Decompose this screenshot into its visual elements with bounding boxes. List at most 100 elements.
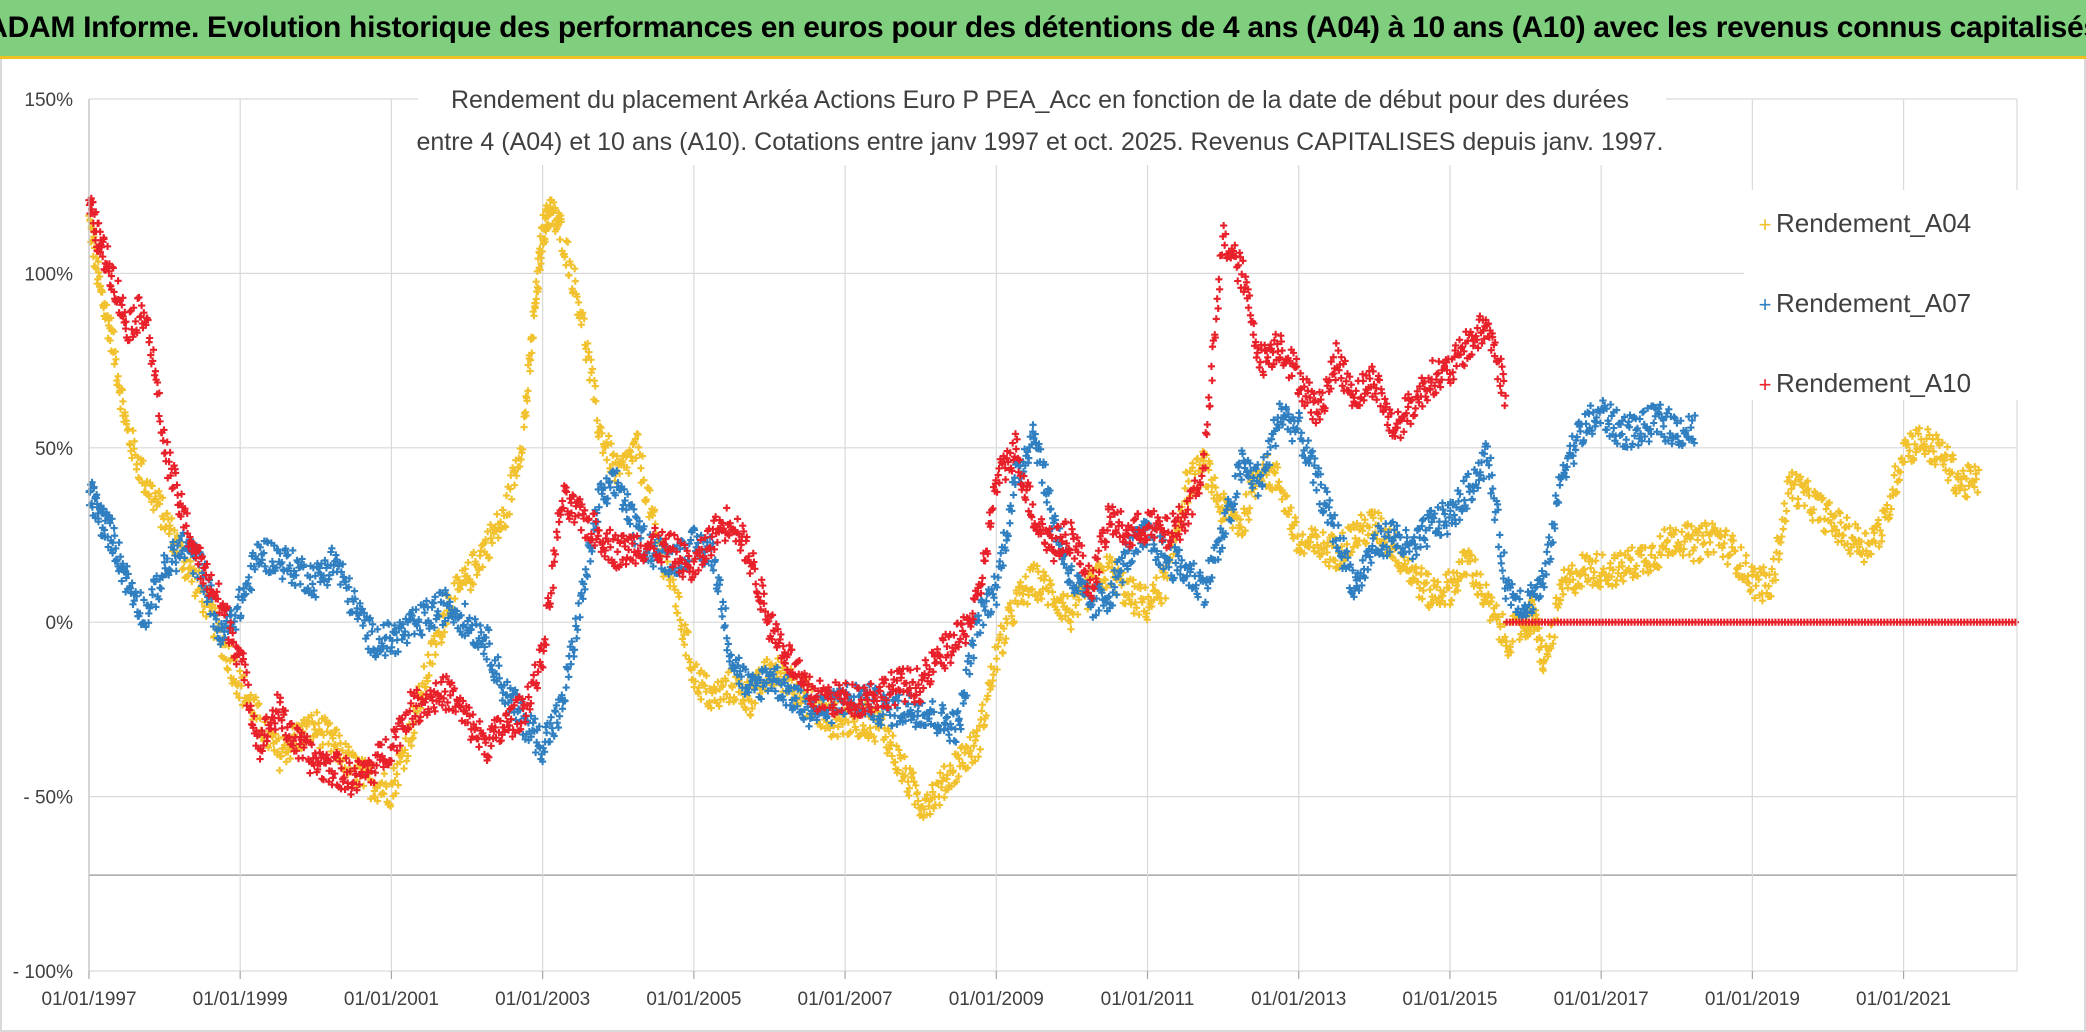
point-a07: [278, 575, 286, 583]
point-a04: [1288, 530, 1296, 539]
point-a04: [1063, 592, 1072, 600]
point-a04: [1189, 459, 1197, 467]
point-a04: [536, 266, 544, 274]
point-a04: [508, 495, 516, 503]
point-a04: [523, 397, 531, 405]
point-a04: [1149, 581, 1157, 589]
point-a04: [686, 658, 694, 666]
point-a07: [1047, 505, 1055, 513]
point-a04: [573, 293, 581, 301]
point-a04: [580, 315, 588, 323]
point-a04: [971, 757, 979, 765]
point-a04: [834, 723, 842, 731]
point-a04: [1148, 602, 1156, 611]
point-a04: [625, 469, 633, 477]
point-a04: [678, 635, 687, 643]
point-a04: [401, 746, 409, 754]
point-a04: [962, 743, 970, 751]
point-a10: [155, 412, 163, 420]
point-a04: [936, 769, 944, 777]
point-a04: [1000, 624, 1008, 633]
point-a07: [1496, 531, 1504, 539]
point-a04: [455, 576, 463, 584]
point-a04: [943, 771, 952, 779]
point-a04: [748, 704, 756, 713]
point-a04: [871, 737, 879, 745]
point-a04: [949, 767, 957, 775]
point-a04: [536, 232, 544, 240]
point-a04: [623, 463, 631, 472]
point-a04: [440, 628, 449, 636]
point-a04: [970, 742, 978, 750]
point-a04: [598, 429, 606, 437]
point-a04: [719, 681, 727, 690]
point-a04: [425, 671, 433, 680]
point-a10: [733, 515, 742, 523]
point-a04: [424, 651, 432, 659]
point-a07: [1309, 478, 1317, 487]
point-a10: [524, 683, 532, 691]
point-a07: [1585, 410, 1593, 418]
point-a04: [338, 747, 346, 755]
point-a04: [642, 495, 651, 504]
point-a04: [682, 651, 690, 659]
point-a07: [1412, 551, 1421, 559]
point-a04: [634, 443, 643, 451]
point-a04: [866, 724, 874, 732]
point-a07: [572, 614, 580, 623]
point-a07: [1610, 424, 1618, 432]
point-a04: [178, 565, 186, 574]
point-a04: [1010, 618, 1018, 626]
point-a04: [768, 660, 776, 668]
point-a04: [1476, 570, 1485, 578]
point-a04: [1417, 564, 1426, 572]
point-a04: [1779, 525, 1787, 533]
point-a04: [889, 732, 897, 740]
point-a04: [587, 356, 595, 364]
point-a04: [1129, 576, 1137, 584]
point-a04: [431, 651, 439, 659]
point-a04: [1059, 590, 1067, 599]
point-a04: [119, 397, 127, 406]
point-a04: [135, 475, 144, 483]
point-a04: [1354, 541, 1362, 549]
point-a04: [96, 272, 104, 281]
point-a04: [528, 349, 536, 357]
point-a04: [118, 386, 126, 394]
point-a04: [978, 707, 986, 715]
point-a04: [1285, 507, 1293, 515]
point-a04: [392, 789, 400, 798]
point-a04: [1551, 633, 1559, 641]
point-a04: [496, 518, 505, 526]
point-a07: [551, 708, 560, 716]
point-a04: [487, 534, 495, 542]
point-a04: [852, 726, 860, 734]
point-a04: [551, 204, 559, 212]
point-a04: [275, 734, 283, 743]
point-a04: [1152, 574, 1161, 582]
point-a04: [1780, 499, 1788, 508]
point-a07: [1552, 491, 1560, 500]
point-a04: [404, 752, 412, 760]
point-a07: [565, 673, 573, 681]
point-a04: [640, 476, 648, 484]
point-a10: [159, 437, 167, 445]
point-a07: [172, 558, 180, 567]
point-a04: [1598, 551, 1607, 559]
point-a04: [1275, 478, 1283, 486]
point-a04: [470, 548, 478, 556]
point-a04: [1245, 516, 1253, 524]
point-a04: [165, 530, 173, 538]
point-a04: [895, 746, 903, 754]
point-a04: [111, 347, 119, 356]
point-a04: [669, 576, 677, 584]
point-a10: [723, 504, 731, 512]
point-a07: [129, 600, 137, 608]
point-a04: [324, 740, 333, 748]
point-a04: [236, 667, 244, 675]
point-a07: [235, 585, 243, 594]
point-a04: [247, 691, 255, 699]
point-a04: [1706, 538, 1714, 546]
point-a04: [1287, 504, 1295, 512]
point-a04: [1181, 484, 1189, 492]
